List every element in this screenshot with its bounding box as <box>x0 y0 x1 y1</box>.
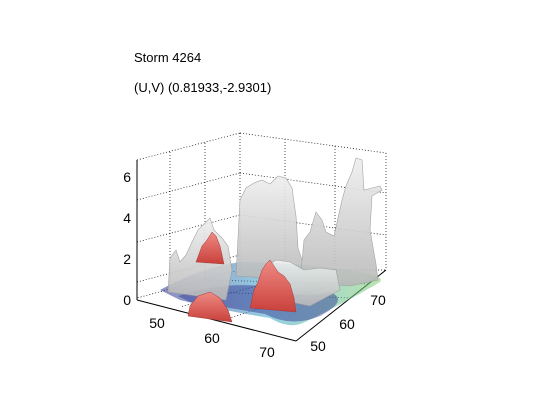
z-tick-label: 4 <box>123 210 131 226</box>
x-tick-label: 60 <box>204 330 220 346</box>
z-axis-ticks: 0 2 4 6 <box>123 169 131 308</box>
chart-subtitle: (U,V) (0.81933,-2.9301) <box>134 80 272 95</box>
x-tick-label: 50 <box>149 315 165 331</box>
x-axis-ticks: 50 60 70 <box>149 315 275 360</box>
y-axis-ticks: 50 60 70 <box>310 292 386 354</box>
z-tick-label: 2 <box>123 251 131 267</box>
core-surface <box>187 231 297 323</box>
z-tick-label: 6 <box>123 169 131 185</box>
y-tick-label: 70 <box>370 292 386 308</box>
z-tick-label: 0 <box>123 292 131 308</box>
x-tick-label: 70 <box>259 344 275 360</box>
cloud-envelope-surface <box>167 157 383 307</box>
y-tick-label: 50 <box>310 338 326 354</box>
y-tick-label: 60 <box>339 316 355 332</box>
chart-title: Storm 4264 <box>134 50 202 65</box>
